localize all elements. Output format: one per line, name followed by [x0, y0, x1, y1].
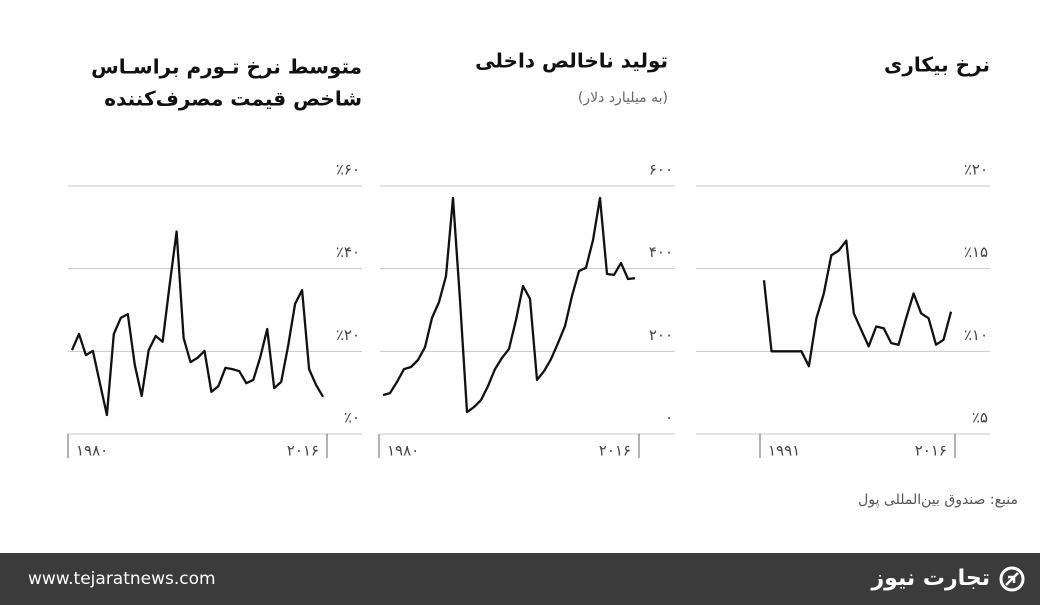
x-tick-label: ۱۹۸۰ [387, 442, 419, 460]
x-tick-label: ۱۹۹۱ [768, 442, 800, 460]
y-tick-label: ٪۰ [344, 409, 360, 427]
y-tick-label: ٪۱۰ [964, 326, 988, 344]
chart-subtitle: (به میلیارد دلار) [578, 90, 668, 106]
y-tick-label: ٪۵ [972, 409, 988, 427]
chart-title: تولید ناخالص داخلی [475, 49, 668, 73]
chart-title: نرخ بیکاری [884, 53, 990, 77]
brand: تجارت نیوز [870, 566, 990, 591]
x-tick-label: ۲۰۱۶ [599, 442, 631, 460]
y-tick-label: ۲۰۰ [649, 326, 673, 344]
y-tick-label: ۰ [665, 409, 673, 427]
y-tick-label: ۴۰۰ [649, 243, 673, 261]
y-tick-label: ٪۴۰ [336, 243, 360, 261]
data-line [762, 239, 953, 368]
y-tick-label: ٪۲۰ [336, 326, 360, 344]
y-tick-label: ۶۰۰ [649, 161, 673, 179]
y-tick-label: ٪۶۰ [336, 161, 360, 179]
chart-title: شاخص قیمت مصرف‌کننده [104, 87, 362, 111]
source: منبع: صندوق بین‌المللی پول [858, 492, 1018, 508]
footer-bar [0, 553, 1040, 605]
x-tick-label: ۲۰۱۶ [915, 442, 947, 460]
brand-logo-mark [1005, 572, 1019, 586]
y-tick-label: ٪۱۵ [964, 243, 988, 261]
brand-logo [999, 566, 1025, 592]
y-tick-label: ٪۲۰ [964, 161, 988, 179]
data-line [70, 230, 324, 417]
data-line [382, 196, 636, 414]
x-tick-label: ۱۹۸۰ [76, 442, 108, 460]
footer-url[interactable]: www.tejaratnews.com [28, 569, 216, 589]
x-tick-label: ۲۰۱۶ [287, 442, 319, 460]
chart-title: متوسط نرخ تـورم براسـاس [91, 55, 362, 79]
